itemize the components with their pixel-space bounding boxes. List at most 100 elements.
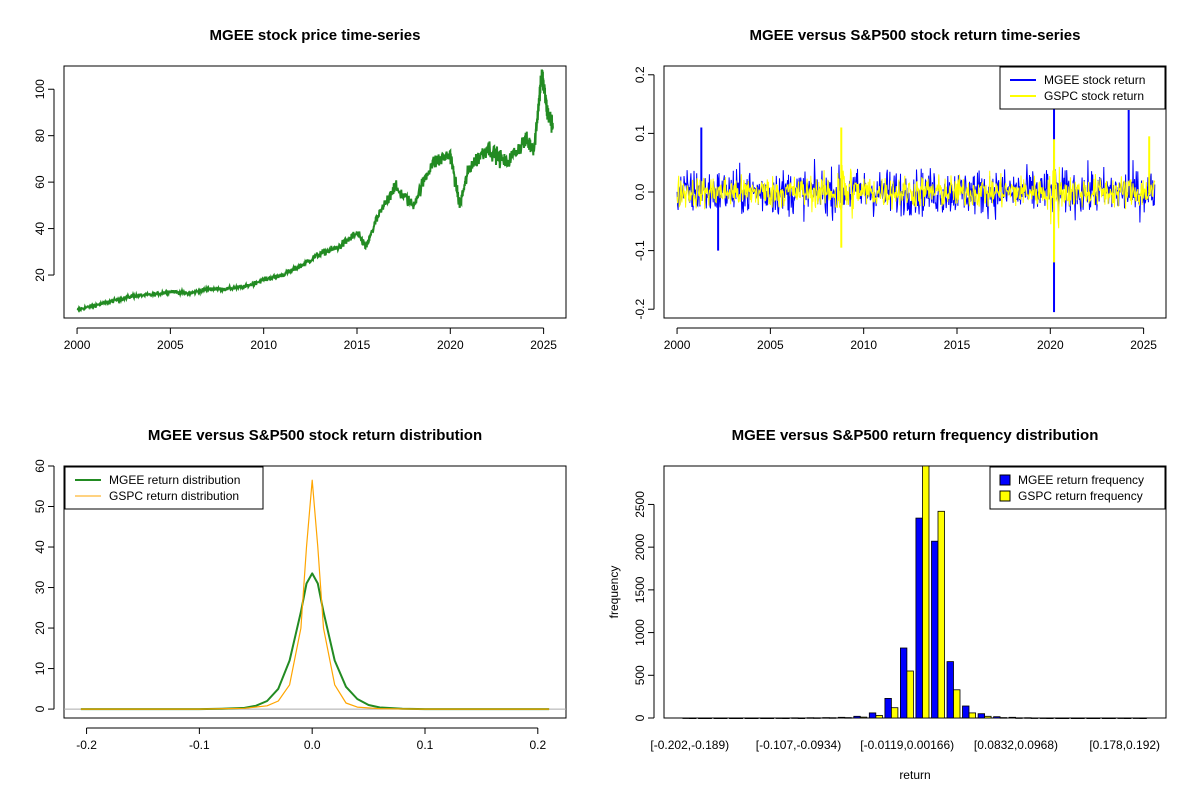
panel-return-timeseries: MGEE versus S&P500 stock return time-ser… <box>633 27 1167 352</box>
y-tick-label: 0 <box>633 714 647 721</box>
x-category-label: [0.0832,0.0968) <box>974 738 1058 752</box>
gspc-frequency-bar <box>751 717 759 720</box>
mgee-frequency-bar <box>713 717 721 720</box>
gspc-return-line <box>676 159 1156 229</box>
y-tick-label: 40 <box>33 540 47 554</box>
chart-title: MGEE versus S&P500 return frequency dist… <box>732 427 1099 444</box>
mgee-frequency-bar <box>853 715 861 719</box>
y-tick-label: 0.2 <box>633 66 647 83</box>
gspc-frequency-bar <box>1046 717 1054 720</box>
mgee-frequency-bar <box>729 717 737 720</box>
x-tick-label: 2015 <box>344 338 371 352</box>
gspc-frequency-bar <box>984 715 992 719</box>
x-category-label: [-0.202,-0.189) <box>650 738 729 752</box>
y-tick-label: 2500 <box>633 491 647 518</box>
legend-label: GSPC stock return <box>1044 89 1144 103</box>
y-tick-label: 40 <box>33 222 47 236</box>
gspc-frequency-bar <box>891 707 899 719</box>
panel-frequency-histogram: MGEE versus S&P500 return frequency dist… <box>607 427 1167 782</box>
plot-frame <box>63 65 567 319</box>
plot-frame <box>663 65 1167 319</box>
legend-swatch <box>999 474 1011 486</box>
gspc-frequency-bar <box>689 717 697 720</box>
y-tick-label: 10 <box>33 662 47 676</box>
y-tick-label: 30 <box>33 581 47 595</box>
gspc-frequency-bar <box>1030 717 1039 719</box>
x-tick-label: 0.0 <box>304 738 321 752</box>
mgee-frequency-bar <box>822 717 830 719</box>
y-tick-label: 0.1 <box>633 125 647 142</box>
mgee-frequency-bar <box>1101 717 1110 720</box>
mgee-frequency-bar <box>806 717 815 719</box>
gspc-frequency-bar <box>1124 717 1132 720</box>
legend-label: MGEE return frequency <box>1018 473 1144 487</box>
x-category-label: [-0.0119,0.00166) <box>860 738 954 752</box>
y-tick-label: 60 <box>33 175 47 189</box>
gspc-frequency-bar <box>1108 717 1116 720</box>
plot-frame <box>663 465 1167 719</box>
x-tick-label: 2025 <box>1130 338 1157 352</box>
gspc-frequency-bar <box>953 689 961 719</box>
mgee-frequency-bar <box>868 712 877 719</box>
gspc-frequency-bar <box>1092 717 1101 720</box>
y-tick-label: 50 <box>33 500 47 514</box>
y-tick-label: 1500 <box>633 576 647 603</box>
y-tick-label: -0.1 <box>633 240 647 261</box>
legend-label: GSPC return frequency <box>1018 489 1143 503</box>
x-tick-label: 2005 <box>157 338 184 352</box>
gspc-frequency-bar <box>797 717 806 720</box>
panel-return-distribution: MGEE versus S&P500 stock return distribu… <box>33 427 567 752</box>
gspc-frequency-bar <box>813 717 821 719</box>
gspc-frequency-bar <box>922 465 930 719</box>
mgee-frequency-bar <box>760 717 768 720</box>
plot-frame <box>63 465 567 719</box>
legend-box <box>64 466 264 510</box>
mgee-frequency-bar <box>962 705 970 719</box>
mgee-frequency-bar <box>931 540 939 719</box>
y-tick-label: 80 <box>33 129 47 143</box>
gspc-frequency-bar <box>1139 717 1147 720</box>
gspc-frequency-bar <box>782 717 790 720</box>
gspc-frequency-bar <box>704 717 712 720</box>
gspc-frequency-bar <box>828 717 837 719</box>
legend-box <box>999 66 1166 110</box>
gspc-frequency-bar <box>968 712 976 719</box>
mgee-frequency-bar <box>1039 717 1048 719</box>
y-tick-label: 20 <box>33 268 47 282</box>
y-tick-label: 500 <box>633 665 647 685</box>
gspc-frequency-bar <box>999 717 1007 719</box>
mgee-frequency-bar <box>993 716 1001 719</box>
gspc-frequency-bar <box>906 670 914 719</box>
gspc-frequency-bar <box>844 717 852 719</box>
x-tick-label: 2020 <box>437 338 464 352</box>
chart-title: MGEE versus S&P500 stock return time-ser… <box>750 27 1081 44</box>
mgee-frequency-bar <box>1117 717 1125 719</box>
legend-label: GSPC return distribution <box>109 489 239 503</box>
mgee-frequency-bar <box>946 661 954 719</box>
mgee-frequency-bar <box>682 717 690 719</box>
x-tick-label: -0.1 <box>189 738 210 752</box>
y-tick-label: 100 <box>33 79 47 99</box>
y-tick-label: -0.2 <box>633 299 647 320</box>
gspc-frequency-bar <box>766 717 774 720</box>
legend-swatch <box>999 490 1011 502</box>
x-tick-label: 0.2 <box>529 738 546 752</box>
gspc-frequency-bar <box>720 717 728 720</box>
y-axis-title: frequency <box>607 566 621 619</box>
y-tick-label: 60 <box>33 459 47 473</box>
mgee-frequency-bar <box>775 717 783 719</box>
mgee-frequency-bar <box>884 698 892 719</box>
mgee-frequency-bar <box>977 713 985 719</box>
x-tick-label: 0.1 <box>417 738 434 752</box>
mgee-frequency-bar <box>744 717 752 720</box>
x-axis-title: return <box>899 768 930 782</box>
x-category-label: [-0.107,-0.0934) <box>756 738 841 752</box>
legend-box <box>989 466 1166 510</box>
gspc-frequency-bar <box>735 717 743 720</box>
x-tick-label: 2005 <box>757 338 784 352</box>
mgee-frequency-bar <box>837 716 846 719</box>
mgee-frequency-bar <box>1024 717 1032 719</box>
y-tick-label: 20 <box>33 621 47 635</box>
mgee-frequency-bar <box>791 717 799 719</box>
